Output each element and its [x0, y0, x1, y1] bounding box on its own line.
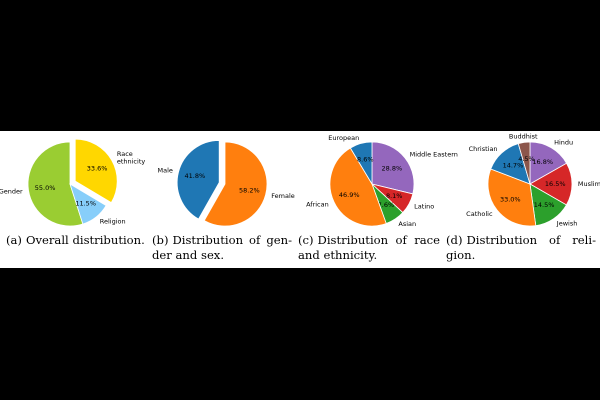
pie-charts: 55.0% Gender 11.5% Religion 33.6% Race ethnici…: [0, 133, 600, 228]
caption-b-tag: (b): [152, 233, 169, 247]
pie-slice-percent-label: 16.8%: [532, 158, 553, 166]
pie-slice: [371, 141, 415, 195]
pie-slice: [203, 141, 268, 227]
pie-slice: [349, 141, 373, 186]
pie-slice-percent-label: 16.5%: [545, 180, 566, 188]
pie-slice: [487, 168, 537, 227]
pie-slice: [74, 138, 118, 204]
pie-slice-category-label: Middle Eastern: [410, 150, 458, 158]
pie-slice-category-label: Gender: [0, 187, 23, 195]
figure-panel: 55.0% Gender 11.5% Religion 33.6% Race ethnici…: [0, 131, 600, 268]
pie-slice-category-label: Asian: [398, 220, 416, 228]
pie-slice: [517, 141, 531, 185]
caption-c-tag: (c): [298, 233, 314, 247]
pie-slice-percent-label: 7.6%: [378, 201, 395, 209]
pie-slice: [529, 141, 568, 185]
pie-slice: [27, 141, 84, 227]
pie-slice-percent-label: 8.6%: [357, 156, 374, 164]
pie-slice-percent-label: 41.8%: [185, 172, 206, 180]
pie-slice-percent-label: 14.5%: [534, 201, 555, 209]
pie-slice-category-label: Female: [271, 192, 295, 200]
caption-a: (a) Overall distribution.: [6, 233, 151, 248]
pie-slice-category-label: Jewish: [556, 220, 578, 228]
caption-d-tag: (d): [446, 233, 463, 247]
pie-slice-percent-label: 58.2%: [239, 186, 260, 194]
pie-slice-percent-label: 8.1%: [386, 192, 403, 200]
pie-slice-percent-label: 55.0%: [35, 184, 56, 192]
pie-slice: [176, 140, 220, 220]
pie-slice-category-label: Catholic: [466, 210, 493, 218]
pie-slice-category-label: Latino: [414, 203, 434, 211]
pie-slice-category-label: Male: [157, 166, 172, 174]
pie-slice-category-label: Hindu: [554, 139, 573, 147]
pie-slice-percent-label: 14.7%: [503, 161, 524, 169]
pie-slice-percent-label: 33.0%: [500, 196, 521, 204]
pie-slice-percent-label: 4.5%: [518, 155, 535, 163]
caption-d: (d) Distribution of reli-gion.: [446, 233, 596, 263]
pie-slice-category-label: Race ethnicity: [117, 150, 146, 166]
caption-d-text: Distribution of reli-gion.: [446, 233, 596, 262]
pie-slice: [529, 162, 573, 206]
pie-slice: [69, 183, 107, 225]
pie-slice-percent-label: 11.5%: [75, 200, 96, 208]
caption-b-text: Distribution of gen-der and sex.: [152, 233, 292, 262]
pie-slice-category-label: Buddhist: [509, 133, 538, 141]
caption-c-text: Distribution of race and ethnicity.: [298, 233, 440, 262]
caption-a-tag: (a): [6, 233, 22, 247]
pie-slice-category-label: Religion: [100, 217, 126, 225]
caption-a-text: Overall distribution.: [25, 233, 145, 247]
pie-slice-category-label: European: [328, 134, 359, 142]
caption-b: (b) Distribution of gen-der and sex.: [152, 233, 292, 263]
caption-c: (c) Distribution of race and ethnicity.: [298, 233, 440, 263]
pie-slice-category-label: Christian: [469, 145, 498, 153]
pie-slice-category-label: Muslim: [578, 180, 600, 188]
pie-slice-category-label: African: [306, 201, 329, 209]
pie-slice-percent-label: 33.6%: [87, 165, 108, 173]
pie-slice-percent-label: 46.9%: [339, 191, 360, 199]
pie-slice-percent-label: 28.8%: [381, 164, 402, 172]
pie-slice: [329, 147, 387, 227]
